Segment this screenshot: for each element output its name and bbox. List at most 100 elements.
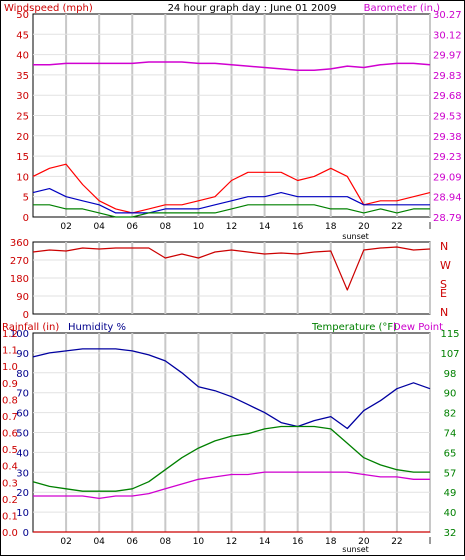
barometer-tick-7: 29.83: [433, 71, 462, 82]
temperature-tick-5: 74: [444, 429, 457, 440]
windspeed-tick-4: 20: [16, 132, 29, 143]
p3-xtick-label-7: 16: [292, 537, 304, 547]
rainfall-tick-5: 0.5: [2, 445, 18, 456]
windspeed-tick-5: 25: [16, 112, 29, 123]
p3-xtick-label-8: 18: [325, 537, 337, 547]
humidity-tick-0: 0: [23, 528, 29, 539]
p3-xtick-label-9: 20: [358, 537, 370, 547]
rainfall-tick-9: 0.9: [2, 379, 18, 390]
temperature-tick-4: 65: [444, 448, 457, 459]
temperature-tick-9: 107: [440, 349, 459, 360]
dewpoint-axis-label: Dew Point: [393, 322, 443, 333]
p3-xtick-label-2: 06: [127, 537, 139, 547]
barometer-tick-6: 29.68: [433, 91, 462, 102]
humidity-tick-3: 30: [16, 468, 29, 479]
windspeed-tick-9: 45: [16, 30, 29, 41]
barometer-tick-10: 30.27: [433, 10, 462, 21]
rainfall-tick-1: 0.1: [2, 511, 18, 522]
rainfall-tick-4: 0.4: [2, 462, 18, 473]
series-humidity-line: [32, 348, 431, 430]
humidity-tick-1: 10: [16, 508, 29, 519]
wind-direction-panel: 0 90 180 270 360: [10, 238, 431, 321]
series-low-line: [33, 204, 430, 218]
p1-xtick-label-10: 22: [391, 222, 402, 232]
rainfall-tick-2: 0.2: [2, 495, 18, 506]
compass-label-s: S: [440, 278, 447, 291]
windspeed-tick-6: 30: [16, 91, 29, 102]
humidity-tick-2: 20: [16, 488, 29, 499]
barometer-tick-5: 29.53: [433, 112, 462, 123]
rainfall-tick-7: 0.7: [2, 412, 18, 423]
humidity-tick-10: 100: [10, 329, 29, 340]
temperature-tick-3: 57: [444, 468, 457, 479]
rainfall-axis-label: Rainfall (in): [2, 322, 59, 333]
direction-tick-4: 360: [10, 238, 29, 249]
p1-xtick-label-1: 04: [93, 222, 105, 232]
temperature-tick-1: 40: [444, 508, 457, 519]
temperature-tick-7: 90: [444, 389, 457, 400]
direction-tick-0: 0: [23, 310, 29, 321]
windspeed-tick-1: 5: [23, 193, 29, 204]
p1-xtick-label-11: l: [429, 222, 432, 232]
windspeed-tick-7: 35: [16, 71, 29, 82]
windspeed-tick-0: 0: [23, 213, 29, 224]
series-dewpoint-line: [33, 471, 430, 500]
humidity-tick-9: 90: [16, 349, 29, 360]
p1-xtick-label-3: 08: [160, 222, 172, 232]
compass-label-n-bottom: N: [440, 306, 448, 319]
humidity-tick-4: 40: [16, 448, 29, 459]
series-temperature-line: [32, 425, 430, 492]
barometer-tick-4: 29.38: [433, 132, 462, 143]
humidity-tick-6: 60: [16, 409, 29, 420]
temperature-tick-2: 49: [444, 488, 457, 499]
p3-xtick-label-0: 02: [60, 537, 71, 547]
p3-xtick-label-6: 14: [259, 537, 271, 547]
rainfall-tick-11: 1.1: [2, 346, 18, 357]
chart-title: 24 hour graph day : June 01 2009: [168, 3, 337, 14]
humidity-axis-label: Humidity %: [68, 322, 126, 333]
barometer-tick-0: 28.79: [433, 213, 462, 224]
p3-xtick-label-4: 10: [193, 537, 205, 547]
p1-xtick-label-0: 02: [60, 222, 71, 232]
temperature-tick-0: 32: [444, 528, 457, 539]
p3-xtick-label-3: 08: [160, 537, 172, 547]
humidity-tick-7: 70: [16, 389, 29, 400]
temperature-tick-10: 115: [440, 329, 459, 340]
p1-sunset-label: sunset: [342, 232, 369, 241]
p3-xtick-label-11: l: [429, 537, 432, 547]
p3-sunset-label: sunset: [342, 545, 369, 554]
barometer-tick-2: 29.09: [433, 172, 462, 183]
p1-xtick-label-7: 16: [292, 222, 304, 232]
windspeed-tick-3: 15: [16, 152, 29, 163]
p1-xtick-label-8: 18: [325, 222, 337, 232]
rainfall-tick-3: 0.3: [2, 478, 18, 489]
barometer-tick-8: 29.97: [433, 51, 462, 62]
windspeed-tick-2: 10: [16, 172, 29, 183]
series-direction-line: [32, 246, 431, 291]
compass-label-w: W: [440, 259, 451, 272]
windspeed-axis-label: Windspeed (mph): [4, 3, 93, 14]
temperature-tick-6: 82: [444, 409, 457, 420]
compass-label-e: E: [440, 287, 447, 300]
p3-xtick-label-5: 12: [226, 537, 237, 547]
rainfall-tick-6: 0.6: [2, 429, 18, 440]
direction-tick-3: 270: [10, 256, 29, 267]
p3-xtick-label-10: 22: [391, 537, 402, 547]
direction-tick-1: 90: [16, 292, 29, 303]
barometer-tick-3: 29.23: [433, 152, 462, 163]
windspeed-tick-10: 50: [16, 10, 29, 21]
rainfall-tick-12: 1.2: [2, 329, 18, 340]
humidity-tick-8: 80: [16, 369, 29, 380]
p3-xtick-label-1: 04: [93, 537, 105, 547]
rainfall-tick-0: 0.0: [2, 528, 18, 539]
rainfall-tick-8: 0.8: [2, 395, 18, 406]
direction-tick-2: 180: [10, 274, 29, 285]
p1-xtick-label-5: 12: [226, 222, 237, 232]
temperature-axis-label: Temperature (°F): [311, 322, 397, 333]
barometer-tick-1: 28.94: [433, 193, 462, 204]
barometer-axis-label: Barometer (in.): [364, 3, 440, 14]
windspeed-tick-8: 40: [16, 51, 29, 62]
rainfall-tick-10: 1.0: [2, 362, 18, 373]
